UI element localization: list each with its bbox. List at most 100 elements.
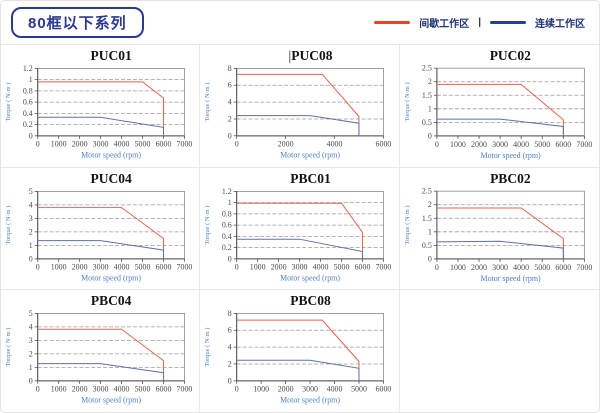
chart-puc02: 0 1000 2000 3000 4000 5000 6000 7000 0 0.5 1 1.5 2 2.… xyxy=(404,64,592,160)
y-axis-title: Torque ( N·m ) xyxy=(5,83,12,122)
plot-frame xyxy=(37,190,185,259)
x-tick-label: 1000 xyxy=(254,385,270,394)
y-axis-title: Torque ( N·m ) xyxy=(204,328,211,367)
x-axis-title: Motor speed (rpm) xyxy=(280,396,340,405)
chart-cell-puc04: PUC04 0 1000 2000 3000 4000 5000 6000 7000 0 1 2 3 4… xyxy=(1,167,201,291)
y-tick-label: 0.5 xyxy=(422,241,432,250)
y-axis-title: Torque ( N·m ) xyxy=(204,83,211,122)
y-tick-label: 0 xyxy=(228,377,232,386)
series-continuous xyxy=(37,363,165,382)
series-continuous xyxy=(37,239,165,259)
chart-cell-pbc08: PBC08 0 1000 2000 3000 4000 5000 6000 0 2 4 6 8 Moto… xyxy=(200,290,400,412)
series-title-badge: 80框以下系列 xyxy=(11,7,144,38)
y-tick-label: 0.5 xyxy=(422,118,432,127)
series-intermittent xyxy=(237,319,360,382)
y-tick-label: 1.2 xyxy=(23,64,33,73)
x-tick-label: 3000 xyxy=(302,385,318,394)
x-axis-title: Motor speed (rpm) xyxy=(81,396,141,405)
series-continuous xyxy=(436,118,564,136)
y-tick-label: 1.5 xyxy=(422,91,432,100)
chart-title-text: PBC04 xyxy=(90,293,132,309)
x-tick-label: 4000 xyxy=(513,140,529,149)
chart-pbc04: 0 1000 2000 3000 4000 5000 6000 7000 0 1 2 3 4 5 Motor… xyxy=(5,309,193,405)
y-tick-label: 1 xyxy=(428,227,432,236)
y-tick-label: 0 xyxy=(29,377,33,386)
y-tick-label: 2.5 xyxy=(422,64,432,73)
y-axis-title: Torque ( N·m ) xyxy=(204,205,211,244)
chart-title-text: PBC01 xyxy=(290,170,331,186)
chart-puc04: 0 1000 2000 3000 4000 5000 6000 7000 0 1 2 3 4 5 Motor… xyxy=(5,187,192,283)
chart-title: PBC02 xyxy=(400,171,599,187)
x-tick-label: 4000 xyxy=(114,140,130,149)
x-tick-label: 1000 xyxy=(450,140,466,149)
y-tick-label: 4 xyxy=(29,323,33,332)
y-tick-label: 4 xyxy=(228,343,232,352)
chart-title: PUC02 xyxy=(400,48,599,64)
chart-title-text: PBC08 xyxy=(290,293,331,309)
x-tick-label: 1000 xyxy=(51,385,67,394)
x-tick-label: 3000 xyxy=(492,140,508,149)
series-intermittent xyxy=(37,329,165,382)
chart-pbc01: 0 1000 2000 3000 4000 5000 6000 7000 0 0.2 0.4 0.6 0… xyxy=(204,187,391,283)
x-tick-label: 7000 xyxy=(576,140,592,149)
x-tick-label: 6000 xyxy=(156,262,172,271)
x-tick-label: 1000 xyxy=(450,263,466,272)
y-tick-label: 1 xyxy=(29,240,33,249)
chart-title: PBC01 xyxy=(200,171,398,187)
y-tick-label: 6 xyxy=(228,326,232,335)
x-tick-label: 2000 xyxy=(278,140,294,149)
y-tick-label: 5 xyxy=(29,309,33,318)
plot-frame xyxy=(37,313,185,382)
x-tick-label: 7000 xyxy=(177,385,193,394)
plot-frame xyxy=(436,67,585,137)
y-tick-label: 0.2 xyxy=(222,243,232,252)
x-tick-label: 0 xyxy=(36,262,40,271)
y-tick-label: 1.5 xyxy=(422,213,432,222)
legend: 间歇工作区 | 连续工作区 xyxy=(374,15,585,30)
chart-puc08: 0 2000 4000 6000 0 2 4 6 8 Motor speed (rpm) Torqu… xyxy=(204,64,392,160)
x-axis-title: Motor speed (rpm) xyxy=(280,151,340,160)
x-tick-label: 5000 xyxy=(534,263,550,272)
x-tick-label: 4000 xyxy=(513,263,529,272)
x-tick-label: 0 xyxy=(235,140,239,149)
y-axis-title: Torque ( N·m ) xyxy=(5,205,12,244)
x-tick-label: 1000 xyxy=(51,140,67,149)
x-tick-label: 3000 xyxy=(93,140,109,149)
x-tick-label: 0 xyxy=(435,263,439,272)
y-tick-label: 1 xyxy=(428,104,432,113)
x-tick-label: 2000 xyxy=(72,385,88,394)
chart-title-text: PBC02 xyxy=(490,170,531,186)
x-tick-label: 6000 xyxy=(555,140,571,149)
x-tick-label: 3000 xyxy=(93,262,109,271)
intermittent-line-swatch xyxy=(374,21,411,24)
y-tick-label: 0 xyxy=(29,254,33,263)
chart-cell-pbc04: PBC04 0 1000 2000 3000 4000 5000 6000 7000 0 1 2 3 4… xyxy=(1,290,201,412)
x-tick-label: 4000 xyxy=(327,385,343,394)
y-tick-label: 4 xyxy=(228,98,232,107)
x-tick-label: 2000 xyxy=(72,140,88,149)
y-tick-label: 2 xyxy=(428,200,432,209)
y-tick-label: 0.8 xyxy=(23,86,33,95)
x-tick-label: 6000 xyxy=(376,140,392,149)
x-tick-label: 5000 xyxy=(351,385,367,394)
y-tick-label: 2.5 xyxy=(422,187,432,196)
y-tick-label: 0.4 xyxy=(222,231,232,240)
y-tick-label: 0 xyxy=(228,254,232,263)
x-tick-label: 6000 xyxy=(156,385,172,394)
y-tick-label: 2 xyxy=(228,114,232,123)
series-continuous xyxy=(37,116,165,136)
x-tick-label: 0 xyxy=(435,140,439,149)
x-tick-label: 5000 xyxy=(135,262,151,271)
y-tick-label: 6 xyxy=(228,81,232,90)
chart-title-text: PUC01 xyxy=(90,48,132,63)
x-tick-label: 1000 xyxy=(250,262,266,271)
x-tick-label: 6000 xyxy=(555,263,571,272)
x-tick-label: 6000 xyxy=(376,385,392,394)
legend-label-intermittent: 间歇工作区 xyxy=(419,19,470,30)
x-tick-label: 1000 xyxy=(51,262,67,271)
x-axis-title: Motor speed (rpm) xyxy=(480,274,541,283)
chart-cell-pbc02: PBC02 0 1000 2000 3000 4000 5000 6000 7000 0 0.5 1… xyxy=(399,168,599,291)
y-tick-label: 2 xyxy=(29,350,33,359)
series-continuous xyxy=(237,115,360,136)
